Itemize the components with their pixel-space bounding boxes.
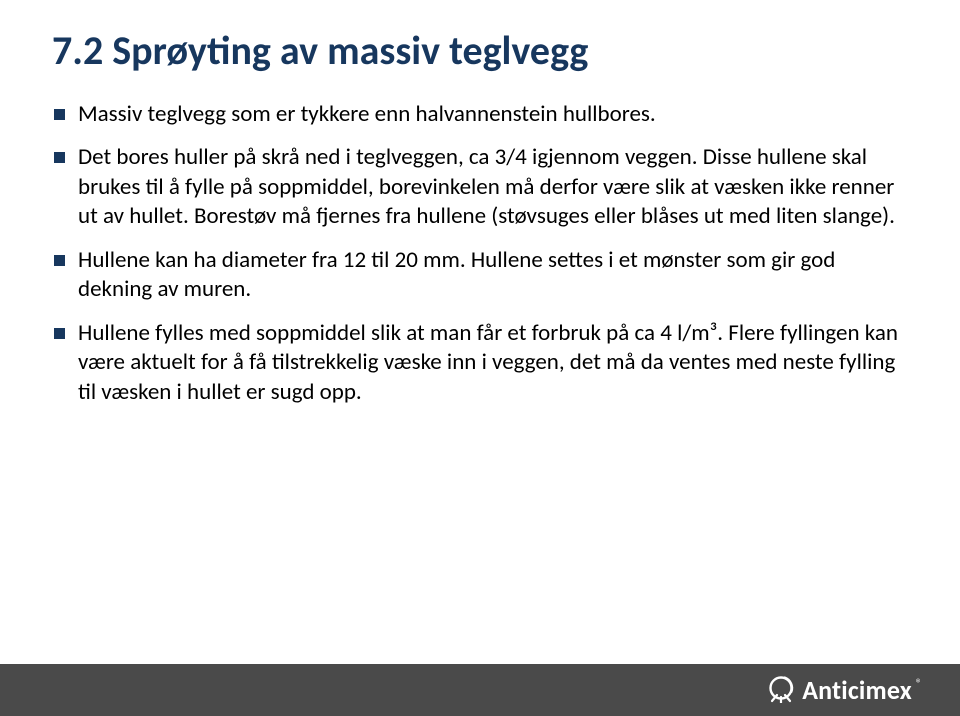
- slide-container: 7.2 Sprøyting av massiv teglvegg Massiv …: [0, 0, 960, 716]
- registered-mark: ®: [916, 677, 922, 691]
- list-item: Det bores huller på skrå ned i teglvegge…: [52, 143, 908, 231]
- list-item: Hullene kan ha diameter fra 12 til 20 mm…: [52, 246, 908, 305]
- bullet-list: Massiv teglvegg som er tykkere enn halva…: [52, 100, 908, 407]
- list-item: Massiv teglvegg som er tykkere enn halva…: [52, 100, 908, 129]
- brand-name: Anticimex: [802, 674, 912, 706]
- list-item: Hullene fylles med soppmiddel slik at ma…: [52, 319, 908, 407]
- logo-mark-icon: [766, 673, 796, 708]
- footer-bar: Anticimex ®: [0, 664, 960, 716]
- slide-title: 7.2 Sprøyting av massiv teglvegg: [52, 28, 908, 74]
- brand-logo: Anticimex ®: [766, 673, 922, 708]
